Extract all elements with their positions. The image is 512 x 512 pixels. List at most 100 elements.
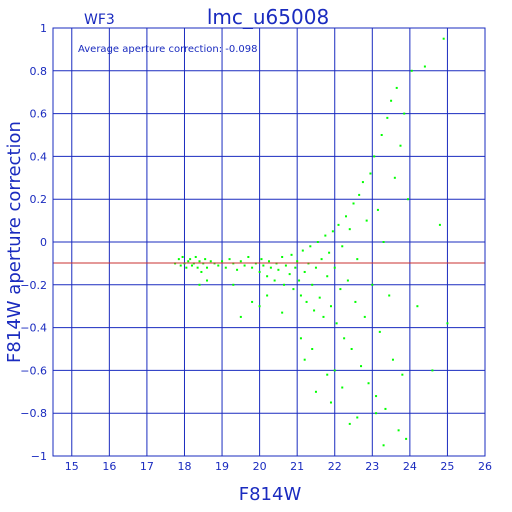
data-point	[232, 283, 235, 286]
y-tick-labels: 1 0.8 0.6 0.4 0.2 0 −0.2 −0.4 −0.6 −0.8 −1	[20, 22, 47, 463]
data-point	[382, 444, 385, 447]
data-point	[343, 337, 346, 340]
data-point	[446, 322, 449, 325]
data-point	[346, 279, 349, 282]
data-point	[365, 219, 368, 222]
x-axis-label: F814W	[239, 484, 302, 505]
data-point	[292, 288, 295, 291]
data-point	[217, 264, 220, 267]
data-point	[224, 266, 227, 269]
data-point	[367, 382, 370, 385]
data-point	[339, 288, 342, 291]
data-point	[189, 258, 192, 261]
y-tick-label: 0.4	[30, 150, 48, 163]
data-point	[198, 260, 201, 263]
plot-frame	[52, 27, 486, 457]
data-point	[198, 283, 201, 286]
data-point	[299, 337, 302, 340]
data-point	[277, 268, 280, 271]
average-correction-annotation: Average aperture correction: -0.098	[78, 44, 258, 55]
data-point	[313, 309, 316, 312]
y-tick-label: −0.6	[20, 364, 47, 377]
y-tick-label: 1	[40, 22, 47, 35]
data-point	[329, 305, 332, 308]
data-point	[360, 365, 363, 368]
data-point	[177, 258, 180, 261]
data-point	[284, 264, 287, 267]
data-point	[331, 230, 334, 233]
data-point	[262, 264, 265, 267]
x-tick-label: 23	[365, 460, 379, 473]
data-point	[390, 99, 393, 102]
data-point	[363, 315, 366, 318]
data-point	[283, 283, 286, 286]
data-point	[423, 65, 426, 68]
data-point	[352, 202, 355, 205]
data-point	[266, 275, 269, 278]
y-axis-label: F814W aperture correction	[4, 121, 25, 363]
data-point	[239, 315, 242, 318]
data-point	[438, 223, 441, 226]
data-point	[322, 315, 325, 318]
data-point	[200, 270, 203, 273]
data-point	[371, 283, 374, 286]
data-point	[337, 223, 340, 226]
data-point	[405, 437, 408, 440]
x-tick-label: 15	[65, 460, 79, 473]
data-point	[350, 348, 353, 350]
data-point	[185, 266, 188, 269]
y-tick-label: −1	[31, 450, 47, 463]
data-point	[303, 358, 306, 361]
data-point	[326, 373, 329, 376]
data-point	[373, 155, 376, 158]
data-point	[376, 208, 379, 211]
data-point	[294, 266, 297, 269]
data-point	[403, 112, 406, 115]
data-point	[316, 241, 319, 243]
data-point	[380, 134, 383, 136]
data-point	[399, 144, 402, 147]
data-point	[311, 283, 314, 286]
data-point	[442, 37, 445, 40]
data-point	[358, 193, 361, 196]
data-point	[401, 373, 404, 376]
data-point	[303, 270, 306, 273]
y-tick-label: 0.6	[30, 108, 48, 121]
data-point	[305, 300, 308, 303]
x-tick-label: 22	[328, 460, 342, 473]
data-point	[206, 279, 209, 282]
x-tick-label: 20	[253, 460, 267, 473]
x-tick-labels: 15 16 17 18 19 20 21 22 23 24 25 26	[65, 460, 492, 473]
y-tick-label: −0.4	[20, 322, 47, 335]
data-point	[345, 215, 348, 218]
data-point	[251, 266, 254, 269]
data-point	[348, 228, 351, 231]
data-point	[391, 358, 394, 361]
data-point	[269, 266, 272, 269]
data-point	[281, 311, 284, 314]
data-point	[406, 198, 409, 201]
data-point	[266, 294, 269, 297]
x-tick-label: 16	[102, 460, 116, 473]
data-point	[375, 412, 378, 415]
x-tick-label: 17	[140, 460, 154, 473]
data-point	[281, 255, 284, 258]
data-point	[348, 422, 351, 425]
data-point	[196, 266, 199, 269]
data-point	[268, 260, 270, 263]
data-point	[251, 300, 254, 303]
data-point	[187, 260, 190, 263]
data-point	[299, 294, 302, 297]
data-point	[243, 264, 246, 267]
chip-label: WF3	[84, 12, 115, 28]
data-point	[324, 234, 327, 237]
data-point	[290, 253, 293, 256]
data-point	[395, 86, 398, 89]
data-point	[296, 260, 299, 263]
data-point	[341, 245, 344, 248]
data-point	[309, 245, 312, 248]
data-point	[393, 176, 396, 179]
data-point	[410, 69, 413, 72]
x-tick-label: 21	[290, 460, 304, 473]
x-tick-label: 18	[177, 460, 191, 473]
